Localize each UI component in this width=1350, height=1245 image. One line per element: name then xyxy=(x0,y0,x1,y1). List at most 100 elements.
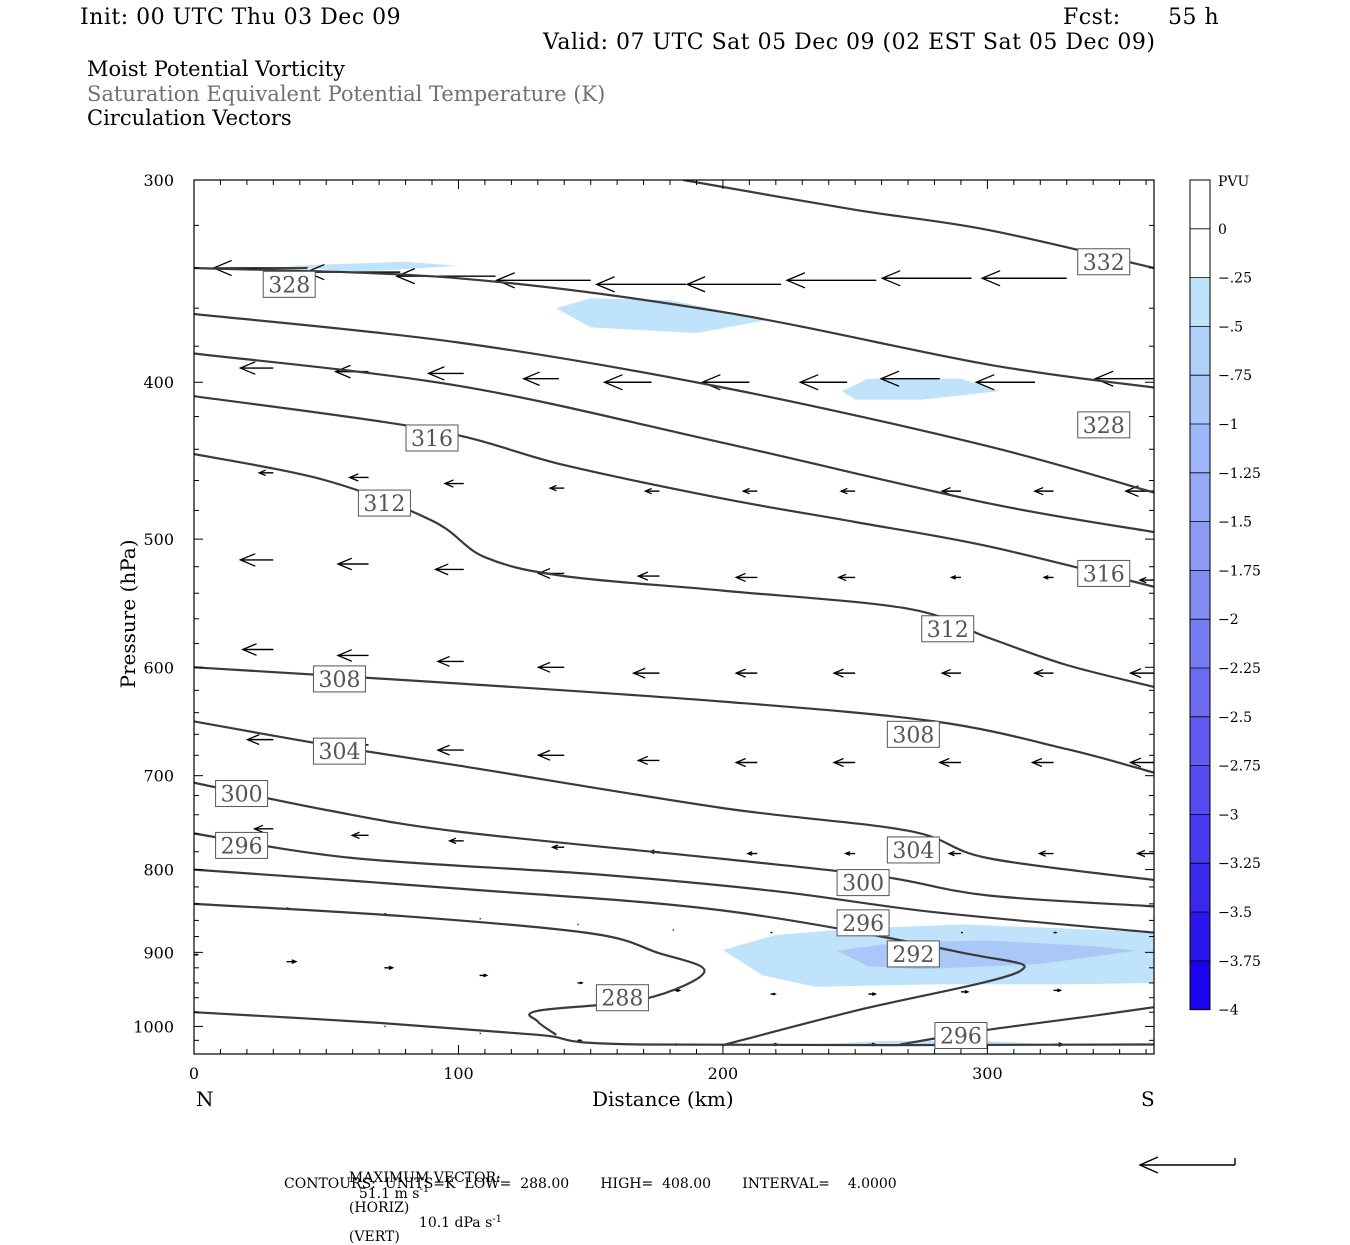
circulation-vector xyxy=(522,371,559,386)
y-tick-label: 500 xyxy=(143,530,174,549)
circulation-vector xyxy=(798,374,848,391)
contour-info-line: CONTOURS: UNITS=K LOW= 288.00 HIGH= 408.… xyxy=(284,1176,897,1192)
valid-time: Valid: 07 UTC Sat 05 Dec 09 (02 EST Sat … xyxy=(543,30,1156,55)
circulation-vector xyxy=(433,563,464,576)
colorbar-cell xyxy=(1190,180,1210,230)
vector-head xyxy=(195,953,200,956)
circulation-vector-layer xyxy=(194,259,1154,1047)
circulation-vector xyxy=(1037,850,1054,857)
legend-line-vectors: Circulation Vectors xyxy=(87,106,292,130)
circulation-vector xyxy=(1030,757,1054,768)
y-tick-label: 600 xyxy=(143,658,174,677)
contour-label-text: 292 xyxy=(892,943,934,968)
contour-label-box xyxy=(934,1022,988,1050)
circulation-vector xyxy=(1053,931,1058,934)
circulation-vector xyxy=(839,487,856,495)
colorbar-cell xyxy=(1190,326,1210,376)
contour-label-text: 308 xyxy=(892,723,934,748)
y-tick-label: 700 xyxy=(143,767,174,786)
circulation-vector xyxy=(479,973,489,978)
circulation-vector xyxy=(685,276,782,293)
circulation-vector xyxy=(949,575,961,580)
contour-label-text: 288 xyxy=(601,987,643,1012)
colorbar-cell xyxy=(1190,375,1210,425)
contour-label-box xyxy=(886,720,940,748)
pv-shade-region-0 xyxy=(556,298,768,334)
vector-head xyxy=(949,575,957,580)
colorbar-cell xyxy=(1190,424,1210,474)
contour-label-text: 300 xyxy=(221,783,263,808)
circulation-vector xyxy=(980,270,1067,287)
circulation-vector xyxy=(443,479,464,488)
reference-vector-arrow xyxy=(1138,1156,1236,1174)
contour-label-box xyxy=(215,831,269,859)
vector-head xyxy=(839,487,848,495)
vector-head xyxy=(602,374,623,391)
colorbar-label: −3.75 xyxy=(1218,954,1261,970)
forecast-label: Fcst: xyxy=(1063,5,1121,30)
colorbar-cell xyxy=(1190,277,1210,327)
colorbar-label: −1.75 xyxy=(1218,563,1261,579)
circulation-vector xyxy=(1033,486,1054,496)
circulation-vector xyxy=(643,487,660,495)
colorbar-label: −4 xyxy=(1218,1003,1239,1019)
vector-head xyxy=(938,757,950,768)
vector-head xyxy=(447,837,457,845)
contour-label-box xyxy=(595,984,649,1012)
colorbar-label: −.75 xyxy=(1218,368,1252,384)
contour-label-box xyxy=(836,869,890,897)
contour-label-296: 296 xyxy=(215,831,269,859)
circulation-vector xyxy=(837,573,856,582)
circulation-vector xyxy=(1093,370,1154,387)
contour-label-text: 308 xyxy=(318,668,360,693)
vector-head xyxy=(1037,850,1047,857)
contour-label-box xyxy=(1077,248,1131,276)
circulation-vector xyxy=(238,553,274,567)
contour-label-text: 328 xyxy=(1083,414,1125,439)
circulation-vector xyxy=(577,981,584,985)
circulation-vector xyxy=(436,744,464,756)
theta-contour-320 xyxy=(194,352,1154,534)
circulation-vector xyxy=(577,1039,583,1042)
circulation-vector xyxy=(536,661,565,673)
circulation-vector xyxy=(832,757,856,768)
colorbar-cell xyxy=(1190,814,1210,864)
contour-label-box xyxy=(886,940,940,968)
max-vector-line: MAXIMUM VECTOR: 51.1 m s-1 (HORIZ) 10.1 … xyxy=(340,1157,502,1244)
contour-label-text: 312 xyxy=(927,618,969,643)
vector-head xyxy=(536,567,551,579)
colorbar-cell xyxy=(1190,472,1210,523)
vector-head xyxy=(785,272,806,289)
contour-label-text: 316 xyxy=(1083,562,1125,587)
contour-label-332: 332 xyxy=(1077,248,1131,276)
circulation-vector xyxy=(741,487,758,495)
circulation-vector xyxy=(548,484,565,492)
x-end-label-north: N xyxy=(196,1087,214,1111)
contour-label-box xyxy=(312,665,366,693)
contour-label-text: 328 xyxy=(268,273,310,298)
contour-label-text: 304 xyxy=(892,839,934,864)
vector-head xyxy=(974,374,995,391)
contour-label-296: 296 xyxy=(836,909,890,937)
vector-head xyxy=(1054,931,1058,934)
circulation-vector xyxy=(1128,668,1154,679)
vector-head xyxy=(837,573,847,582)
circulation-vector xyxy=(348,473,369,482)
colorbar-label: −3 xyxy=(1218,807,1239,823)
vector-head xyxy=(1128,757,1142,768)
vector-head xyxy=(772,992,777,996)
contour-label-box xyxy=(357,489,411,517)
vector-head xyxy=(436,744,450,756)
circulation-vector xyxy=(536,749,565,761)
vector-head xyxy=(594,276,615,293)
max-vector-label: MAXIMUM VECTOR: xyxy=(348,1170,501,1186)
circulation-vector xyxy=(384,965,395,970)
circulation-vector xyxy=(1042,575,1054,580)
contour-label-box xyxy=(405,424,459,452)
vector-head xyxy=(734,572,746,583)
colorbar-label: −3.5 xyxy=(1218,905,1252,921)
y-axis-title: Pressure (hPa) xyxy=(116,539,140,689)
theta-contour-296 xyxy=(194,832,1154,934)
contour-label-304: 304 xyxy=(886,836,940,864)
colorbar-label: −2.25 xyxy=(1218,661,1261,677)
